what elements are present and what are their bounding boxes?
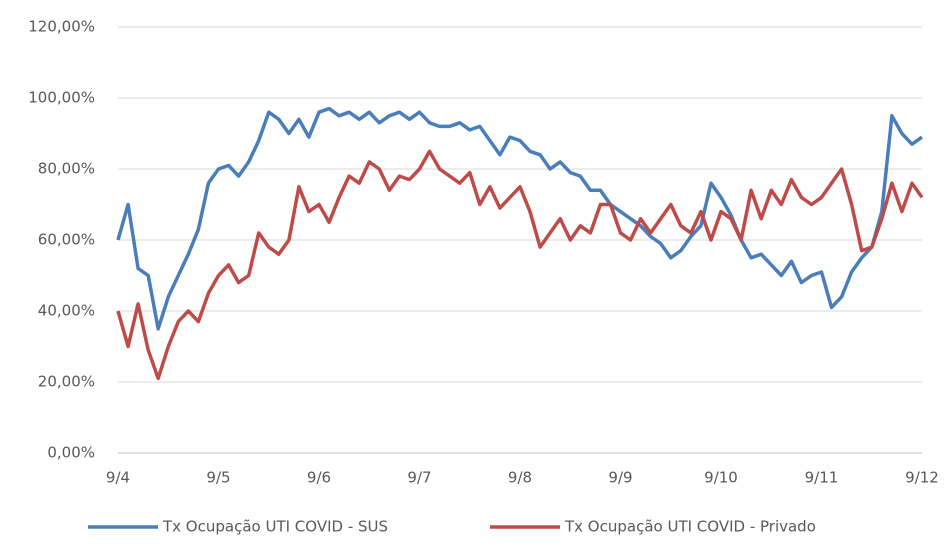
- y-tick-label: 120,00%: [28, 18, 95, 36]
- series-line: [116, 149, 924, 381]
- x-tick-label: 9/9: [608, 469, 632, 487]
- x-tick-label: 9/4: [106, 469, 130, 487]
- x-tick-label: 9/8: [508, 469, 532, 487]
- y-tick-label: 60,00%: [38, 231, 95, 249]
- x-tick-label: 9/7: [407, 469, 431, 487]
- x-tick-label: 9/10: [704, 469, 738, 487]
- y-tick-label: 0,00%: [47, 444, 95, 462]
- y-tick-label: 80,00%: [38, 160, 95, 178]
- x-tick-label: 9/12: [905, 469, 939, 487]
- x-tick-label: 9/6: [307, 469, 331, 487]
- legend-label: Tx Ocupação UTI COVID - SUS: [162, 518, 388, 536]
- y-tick-label: 40,00%: [38, 302, 95, 320]
- x-tick-label: 9/11: [805, 469, 839, 487]
- legend-label: Tx Ocupação UTI COVID - Privado: [564, 518, 816, 536]
- y-tick-label: 100,00%: [28, 89, 95, 107]
- y-tick-label: 20,00%: [38, 373, 95, 391]
- series-line: [116, 106, 924, 331]
- x-tick-label: 9/5: [206, 469, 230, 487]
